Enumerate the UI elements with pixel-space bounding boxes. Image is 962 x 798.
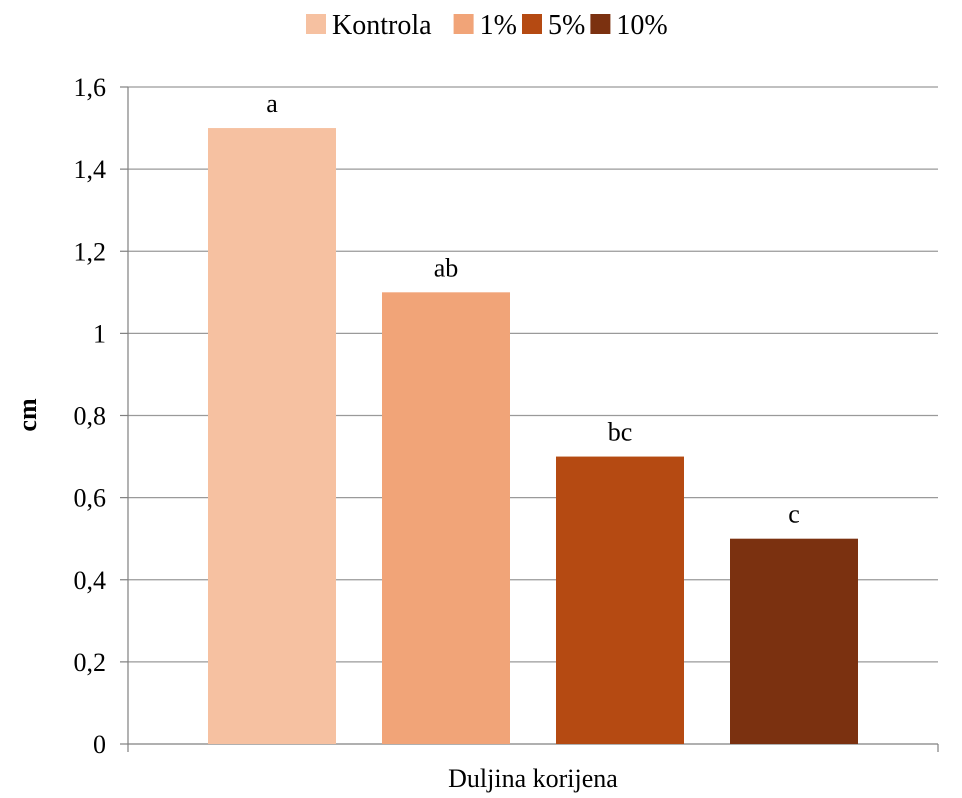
- legend-swatch: [590, 14, 611, 34]
- legend-swatch: [522, 14, 542, 34]
- y-axis-label: cm: [13, 398, 42, 432]
- data-label: bc: [608, 418, 633, 447]
- data-labels: a ab bc c: [266, 89, 800, 529]
- y-tick-label: 1,6: [74, 73, 107, 102]
- y-tick-label: 0: [93, 730, 106, 759]
- x-category-label: Duljina korijena: [448, 764, 618, 793]
- y-tick-label: 0,6: [74, 484, 107, 513]
- legend-label: 5%: [548, 10, 585, 41]
- legend-label: 10%: [616, 10, 667, 41]
- bar-10pct: [730, 538, 858, 744]
- data-label: c: [788, 500, 800, 529]
- bar-kontrola: [208, 128, 336, 744]
- legend-swatch: [453, 14, 474, 34]
- bars: [208, 128, 858, 744]
- data-label: a: [266, 89, 278, 118]
- bar-5pct: [556, 456, 684, 744]
- legend-label: 1%: [480, 10, 517, 41]
- bar-1pct: [382, 292, 510, 744]
- legend: Kontrola 1% 5% 10%: [306, 10, 668, 41]
- y-tick-label: 1,2: [74, 237, 107, 266]
- data-label: ab: [434, 253, 459, 282]
- y-tick-label: 0,2: [74, 648, 107, 677]
- y-tick-label: 1: [93, 319, 106, 348]
- y-tick-label: 0,4: [74, 566, 107, 595]
- y-tick-label: 1,4: [74, 155, 107, 184]
- y-axis: 0 0,2 0,4 0,6 0,8 1 1,2 1,4 1,6: [74, 73, 129, 759]
- legend-swatch: [306, 14, 326, 34]
- legend-label: Kontrola: [332, 10, 432, 41]
- y-tick-label: 0,8: [74, 402, 107, 431]
- x-axis: Duljina korijena: [127, 743, 939, 793]
